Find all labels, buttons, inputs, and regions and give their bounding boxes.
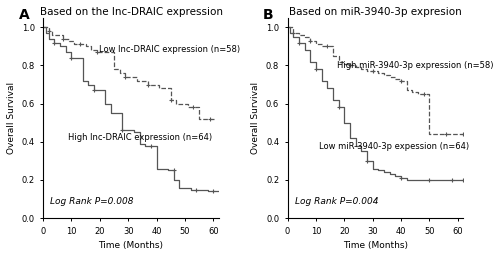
Text: Log Rank P=0.004: Log Rank P=0.004: [294, 197, 378, 206]
Y-axis label: Overall Survival: Overall Survival: [252, 82, 260, 154]
Text: Low lnc-DRAIC expression (n=58): Low lnc-DRAIC expression (n=58): [100, 45, 240, 54]
Text: Low miR-3940-3p expession (n=64): Low miR-3940-3p expession (n=64): [319, 142, 470, 151]
X-axis label: Time (Months): Time (Months): [98, 241, 164, 250]
Text: Log Rank P=0.008: Log Rank P=0.008: [50, 197, 134, 206]
Title: Based on the lnc-DRAIC expression: Based on the lnc-DRAIC expression: [40, 7, 222, 17]
Text: High lnc-DRAIC expression (n=64): High lnc-DRAIC expression (n=64): [68, 133, 212, 142]
Text: A: A: [18, 8, 29, 22]
Text: B: B: [263, 8, 274, 22]
X-axis label: Time (Months): Time (Months): [343, 241, 408, 250]
Text: High miR-3940-3p expression (n=58): High miR-3940-3p expression (n=58): [337, 61, 494, 70]
Title: Based on miR-3940-3p expresion: Based on miR-3940-3p expresion: [289, 7, 462, 17]
Y-axis label: Overall Survival: Overall Survival: [7, 82, 16, 154]
